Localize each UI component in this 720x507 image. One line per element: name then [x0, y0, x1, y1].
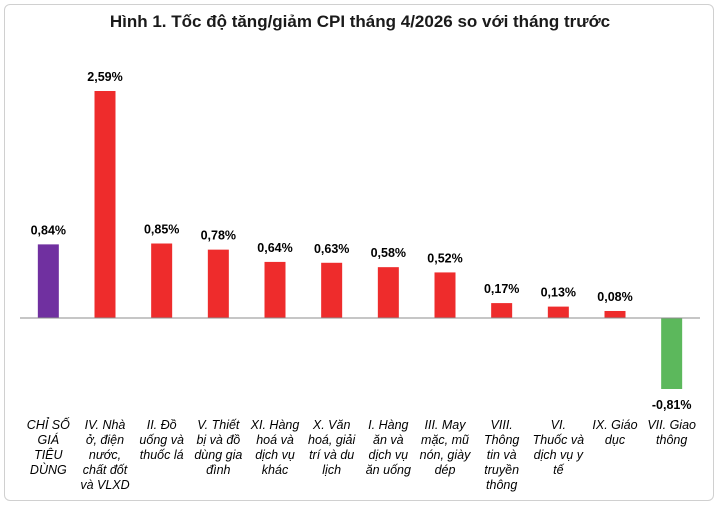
chart-frame: [4, 4, 714, 501]
data-label-6: 0,63%: [314, 242, 349, 256]
category-label-3: II. Đồ uống và thuốc lá: [139, 418, 184, 462]
bar-10: [547, 306, 569, 318]
category-label-4: V. Thiết bị và đồ dùng gia đình: [194, 418, 242, 477]
bar-9: [491, 303, 513, 318]
data-label-9: 0,17%: [484, 282, 519, 296]
bar-4: [207, 249, 229, 318]
bar-5: [264, 261, 286, 318]
data-label-5: 0,64%: [257, 241, 292, 255]
bar-7: [377, 267, 399, 318]
category-label-8: III. May mặc, mũ nón, giày dép: [420, 418, 471, 477]
bar-11: [604, 310, 626, 318]
category-label-2: IV. Nhà ở, điện nước, chất đốt và VLXD: [80, 418, 129, 492]
bar-6: [321, 262, 343, 318]
data-label-2: 2,59%: [87, 70, 122, 84]
chart-title: Hình 1. Tốc độ tăng/giảm CPI tháng 4/202…: [109, 12, 611, 31]
category-label-11: IX. Giáo dục: [592, 418, 637, 447]
category-label-12: VII. Giao thông: [647, 418, 696, 447]
bar-3: [151, 243, 173, 318]
data-label-3: 0,85%: [144, 223, 179, 237]
bar-2: [94, 91, 116, 318]
data-label-1: 0,84%: [31, 223, 66, 237]
data-label-10: 0,13%: [541, 286, 576, 300]
category-label-1: CHỈ SỐ GIÁ TIÊU DÙNG: [27, 417, 70, 477]
data-label-8: 0,52%: [427, 251, 462, 265]
bar-12: [661, 318, 683, 389]
bar-8: [434, 272, 456, 318]
category-label-5: XI. Hàng hoá và dịch vụ khác: [250, 418, 300, 477]
bar-1: [37, 244, 59, 318]
category-label-10: VI. Thuốc và dịch vụ y tế: [533, 418, 584, 477]
data-label-11: 0,08%: [597, 290, 632, 304]
category-label-7: I. Hàng ăn và dịch vụ ăn uống: [366, 418, 411, 477]
category-label-9: VIII. Thông tin và truyền thông: [484, 418, 519, 492]
data-label-12: -0,81%: [652, 398, 692, 412]
category-label-6: X. Văn hoá, giải trí và du lịch: [308, 418, 356, 477]
data-label-7: 0,58%: [371, 246, 406, 260]
data-label-4: 0,78%: [201, 229, 236, 243]
